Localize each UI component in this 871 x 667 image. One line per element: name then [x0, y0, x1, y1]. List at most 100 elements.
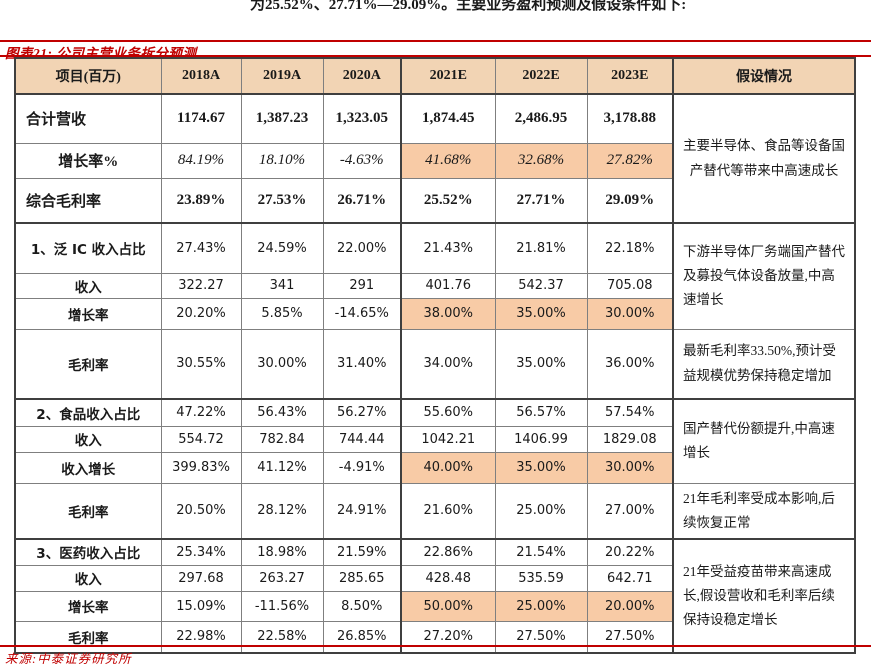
table-row: 毛利率 30.55% 30.00% 31.40% 34.00% 35.00% 36.00% 最… — [14, 328, 856, 400]
assumption-note: 21年受益疫苗带来高速成长,假设营收和毛利率后续保持设稳定增长 — [672, 538, 856, 654]
row-label: 增长率 — [14, 590, 162, 622]
value-cell: 35.00% — [494, 297, 588, 330]
value-cell: 285.65 — [322, 564, 402, 592]
value-cell: 8.50% — [322, 590, 402, 622]
body-text-line: 为25.52%、27.71%—29.09%。主要业务盈利预测及假设条件如下: — [250, 0, 687, 11]
value-cell: 26.85% — [322, 620, 402, 654]
table-row: 增长率 20.20% 5.85% -14.65% 38.00% 35.00% 30.00% — [14, 297, 855, 330]
value-cell: 21.43% — [400, 222, 496, 274]
value-cell: 25.52% — [400, 177, 496, 224]
column-header: 2020A — [322, 57, 402, 95]
table-row: 毛利率 22.98% 22.58% 26.85% 27.20% 27.50% 27.50% — [14, 620, 855, 654]
value-cell: 21.54% — [494, 538, 588, 566]
value-cell: 21.59% — [322, 538, 402, 566]
value-cell: 554.72 — [160, 425, 242, 453]
value-cell: 27.71% — [494, 177, 588, 224]
value-cell: 18.10% — [240, 142, 324, 179]
table-row: 增长率 15.09% -11.56% 8.50% 50.00% 25.00% 20.00% — [14, 590, 855, 622]
value-cell: 21.81% — [494, 222, 588, 274]
value-cell: 24.59% — [240, 222, 324, 274]
column-header: 2019A — [240, 57, 324, 95]
value-cell: 24.91% — [322, 482, 402, 540]
table-row: 增长率% 84.19% 18.10% -4.63% 41.68% 32.68% 27.82% — [14, 142, 855, 179]
value-cell: 31.40% — [322, 328, 402, 400]
value-cell: 41.12% — [240, 451, 324, 484]
value-cell: -11.56% — [240, 590, 324, 622]
table-row: 收入 322.27 341 291 401.76 542.37 705.08 — [14, 272, 855, 299]
value-cell: 84.19% — [160, 142, 242, 179]
table-row: 收入 297.68 263.27 285.65 428.48 535.59 642.71 — [14, 564, 855, 592]
row-label: 增长率% — [14, 142, 162, 179]
row-label: 2、食品收入占比 — [14, 398, 162, 427]
value-cell: 22.00% — [322, 222, 402, 274]
row-label: 收入 — [14, 564, 162, 592]
value-cell: 50.00% — [400, 590, 496, 622]
table-row: 合计营收 1174.67 1,387.23 1,323.05 1,874.45 2,486… — [14, 93, 856, 224]
value-cell: 1,874.45 — [400, 93, 496, 144]
value-cell: 30.00% — [240, 328, 324, 400]
value-cell: 57.54% — [586, 398, 674, 427]
value-cell: 32.68% — [494, 142, 588, 179]
assumption-note: 下游半导体厂务端国产替代及募投气体设备放量,中高速增长 — [672, 222, 856, 330]
value-cell: 55.60% — [400, 398, 496, 427]
value-cell: 1,323.05 — [322, 93, 402, 144]
table-row: 收入增长 399.83% 41.12% -4.91% 40.00% 35.00% 30.00… — [14, 451, 855, 484]
column-header: 2022E — [494, 57, 588, 95]
value-cell: 291 — [322, 272, 402, 299]
value-cell: 642.71 — [586, 564, 674, 592]
forecast-table-container: 项目(百万) 2018A 2019A 2020A 2021E 2022E 2023E 假设情况… — [14, 57, 856, 655]
value-cell: 29.09% — [586, 177, 674, 224]
table-row: 2、食品收入占比 47.22% 56.43% 56.27% 55.60% 56.57% 57… — [14, 398, 856, 484]
table-header-row: 项目(百万) 2018A 2019A 2020A 2021E 2022E 2023E 假设情况 — [14, 57, 856, 95]
column-header: 假设情况 — [672, 57, 856, 95]
value-cell: 27.53% — [240, 177, 324, 224]
value-cell: 22.18% — [586, 222, 674, 274]
row-label: 收入 — [14, 272, 162, 299]
row-label: 毛利率 — [14, 482, 162, 540]
source-note: 来源:中泰证券研究所 — [5, 652, 132, 666]
red-divider-bottom — [0, 645, 871, 647]
value-cell: 26.71% — [322, 177, 402, 224]
red-divider-under-title — [0, 55, 871, 57]
value-cell: 28.12% — [240, 482, 324, 540]
value-cell: 56.57% — [494, 398, 588, 427]
table-row: 1、泛 IC 收入占比 27.43% 24.59% 22.00% 21.43% 21.81… — [14, 222, 856, 330]
row-label: 收入增长 — [14, 451, 162, 484]
value-cell: 428.48 — [400, 564, 496, 592]
assumption-note: 主要半导体、食品等设备国产替代等带来中高速成长 — [672, 93, 856, 224]
forecast-table: 项目(百万) 2018A 2019A 2020A 2021E 2022E 2023E 假设情况… — [14, 57, 856, 655]
value-cell: 27.43% — [160, 222, 242, 274]
table-row: 毛利率 20.50% 28.12% 24.91% 21.60% 25.00% 27.00% 2… — [14, 482, 856, 540]
value-cell: 20.20% — [160, 297, 242, 330]
value-cell: 38.00% — [400, 297, 496, 330]
value-cell: 22.86% — [400, 538, 496, 566]
value-cell: -14.65% — [322, 297, 402, 330]
column-header: 2023E — [586, 57, 674, 95]
value-cell: 56.27% — [322, 398, 402, 427]
value-cell: 34.00% — [400, 328, 496, 400]
value-cell: 27.82% — [586, 142, 674, 179]
value-cell: 542.37 — [494, 272, 588, 299]
value-cell: 535.59 — [494, 564, 588, 592]
value-cell: 297.68 — [160, 564, 242, 592]
column-header: 2018A — [160, 57, 242, 95]
row-label: 毛利率 — [14, 328, 162, 400]
value-cell: 1406.99 — [494, 425, 588, 453]
value-cell: 20.50% — [160, 482, 242, 540]
value-cell: 56.43% — [240, 398, 324, 427]
value-cell: 782.84 — [240, 425, 324, 453]
value-cell: 27.00% — [586, 482, 674, 540]
value-cell: 3,178.88 — [586, 93, 674, 144]
value-cell: -4.63% — [322, 142, 402, 179]
value-cell: 18.98% — [240, 538, 324, 566]
value-cell: 25.00% — [494, 482, 588, 540]
value-cell: 2,486.95 — [494, 93, 588, 144]
row-label: 增长率 — [14, 297, 162, 330]
value-cell: 401.76 — [400, 272, 496, 299]
value-cell: 30.55% — [160, 328, 242, 400]
value-cell: 40.00% — [400, 451, 496, 484]
value-cell: 30.00% — [586, 297, 674, 330]
value-cell: 744.44 — [322, 425, 402, 453]
value-cell: 41.68% — [400, 142, 496, 179]
value-cell: 22.98% — [160, 620, 242, 654]
